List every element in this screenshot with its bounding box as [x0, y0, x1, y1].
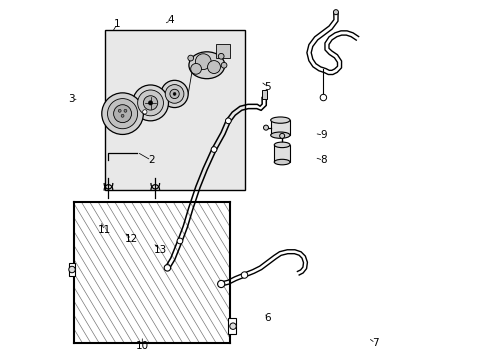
Text: 10: 10 — [136, 341, 148, 351]
Text: 8: 8 — [320, 155, 326, 165]
Circle shape — [187, 55, 193, 61]
Circle shape — [177, 238, 183, 244]
Bar — [105, 31, 244, 190]
Bar — [215, 44, 230, 58]
Circle shape — [118, 109, 121, 112]
Circle shape — [124, 109, 126, 112]
Circle shape — [161, 80, 188, 108]
Circle shape — [173, 93, 176, 95]
Text: 12: 12 — [124, 234, 138, 244]
Circle shape — [333, 10, 338, 15]
Circle shape — [195, 54, 211, 69]
Circle shape — [241, 272, 247, 278]
Circle shape — [218, 53, 224, 59]
Circle shape — [279, 134, 284, 138]
Circle shape — [121, 114, 124, 117]
Bar — [69, 263, 75, 276]
Text: 9: 9 — [320, 130, 326, 140]
Bar — [261, 90, 266, 99]
Bar — [274, 145, 289, 162]
Circle shape — [113, 105, 131, 123]
Circle shape — [229, 323, 236, 329]
Circle shape — [207, 60, 220, 73]
Ellipse shape — [188, 52, 224, 79]
Circle shape — [107, 99, 137, 129]
Text: 5: 5 — [264, 82, 270, 92]
Circle shape — [102, 93, 143, 134]
Circle shape — [320, 94, 326, 101]
Circle shape — [143, 96, 158, 110]
Circle shape — [169, 89, 179, 99]
Text: 2: 2 — [148, 155, 154, 165]
Text: 11: 11 — [98, 225, 111, 235]
Circle shape — [225, 118, 231, 124]
Text: 6: 6 — [264, 313, 270, 323]
Text: 7: 7 — [371, 338, 378, 348]
Circle shape — [142, 110, 147, 114]
Circle shape — [221, 62, 226, 68]
Circle shape — [190, 63, 201, 74]
Circle shape — [211, 147, 217, 152]
Circle shape — [165, 85, 183, 103]
Text: 1: 1 — [114, 19, 120, 29]
Text: 4: 4 — [167, 15, 174, 26]
Text: 3: 3 — [68, 94, 75, 104]
Bar — [270, 120, 289, 135]
Ellipse shape — [270, 117, 289, 123]
Circle shape — [164, 265, 170, 271]
Ellipse shape — [274, 142, 289, 148]
Bar — [228, 318, 236, 334]
Ellipse shape — [274, 159, 289, 165]
Circle shape — [69, 266, 75, 273]
Text: 13: 13 — [153, 245, 166, 255]
Ellipse shape — [270, 132, 289, 138]
Circle shape — [217, 280, 224, 288]
Circle shape — [263, 125, 268, 130]
Circle shape — [148, 101, 152, 105]
Circle shape — [137, 90, 163, 116]
Circle shape — [132, 85, 168, 121]
Bar — [74, 202, 230, 343]
